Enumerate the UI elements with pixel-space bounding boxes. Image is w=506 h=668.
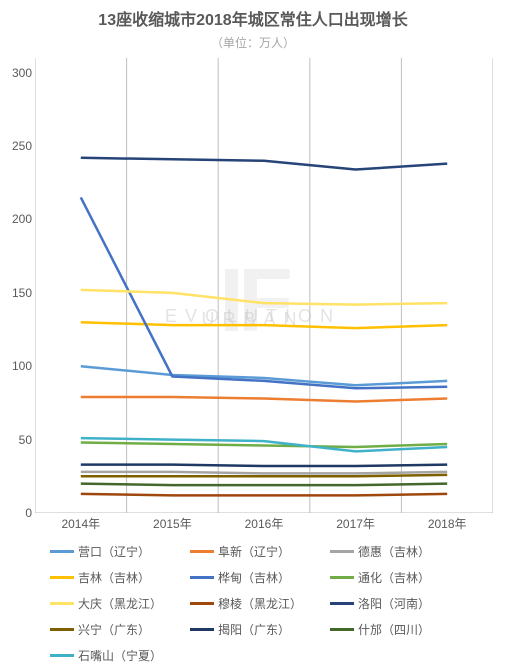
chart-subtitle: （单位：万人） — [0, 34, 506, 51]
legend-item: 桦甸（吉林） — [190, 564, 330, 590]
legend-swatch — [190, 628, 214, 631]
legend-label: 营口（辽宁） — [78, 543, 150, 560]
legend-swatch — [330, 576, 354, 579]
y-tick-label: 50 — [0, 433, 32, 447]
x-tick-label: 2014年 — [35, 515, 127, 532]
legend-swatch — [330, 628, 354, 631]
legend-label: 桦甸（吉林） — [218, 569, 290, 586]
series-line — [81, 494, 447, 495]
y-tick-label: 0 — [0, 506, 32, 520]
x-tick-label: 2018年 — [401, 515, 493, 532]
legend-item: 通化（吉林） — [330, 564, 470, 590]
x-tick-label: 2015年 — [127, 515, 219, 532]
legend-label: 揭阳（广东） — [218, 621, 290, 638]
legend-swatch — [50, 628, 74, 631]
legend-swatch — [50, 576, 74, 579]
legend-swatch — [50, 602, 74, 605]
legend: 营口（辽宁） 阜新（辽宁） 德惠（吉林） 吉林（吉林） 桦甸（吉林） 通化（吉林） 大庆（黑… — [50, 538, 470, 668]
chart-svg — [35, 58, 493, 513]
legend-item: 大庆（黑龙江） — [50, 590, 190, 616]
y-tick-label: 200 — [0, 212, 32, 226]
series-line — [81, 366, 447, 385]
series-line — [81, 397, 447, 401]
legend-label: 吉林（吉林） — [78, 569, 150, 586]
legend-label: 石嘴山（宁夏） — [78, 647, 162, 664]
plot-area — [35, 58, 493, 513]
legend-swatch — [190, 550, 214, 553]
legend-label: 阜新（辽宁） — [218, 543, 290, 560]
legend-swatch — [50, 654, 74, 657]
y-tick-label: 150 — [0, 286, 32, 300]
legend-item: 阜新（辽宁） — [190, 538, 330, 564]
chart-title: 13座收缩城市2018年城区常住人口出现增长 — [0, 6, 506, 30]
legend-label: 洛阳（河南） — [358, 595, 430, 612]
legend-swatch — [50, 550, 74, 553]
legend-item: 穆棱（黑龙江） — [190, 590, 330, 616]
series-line — [81, 322, 447, 328]
legend-swatch — [330, 602, 354, 605]
legend-label: 什邡（四川） — [358, 621, 430, 638]
legend-label: 兴宁（广东） — [78, 621, 150, 638]
legend-swatch — [190, 602, 214, 605]
series-line — [81, 158, 447, 170]
x-tick-label: 2017年 — [310, 515, 402, 532]
y-tick-label: 100 — [0, 359, 32, 373]
series-line — [81, 475, 447, 476]
legend-item: 营口（辽宁） — [50, 538, 190, 564]
legend-label: 穆棱（黑龙江） — [218, 595, 302, 612]
legend-item: 石嘴山（宁夏） — [50, 642, 190, 668]
legend-item: 什邡（四川） — [330, 616, 470, 642]
legend-item: 吉林（吉林） — [50, 564, 190, 590]
legend-swatch — [190, 576, 214, 579]
legend-item: 揭阳（广东） — [190, 616, 330, 642]
legend-item: 德惠（吉林） — [330, 538, 470, 564]
legend-label: 德惠（吉林） — [358, 543, 430, 560]
chart-container: 13座收缩城市2018年城区常住人口出现增长 （单位：万人） IF URBAN … — [0, 0, 506, 658]
series-line — [81, 443, 447, 447]
y-tick-label: 300 — [0, 66, 32, 80]
legend-item: 洛阳（河南） — [330, 590, 470, 616]
series-line — [81, 484, 447, 485]
legend-swatch — [330, 550, 354, 553]
legend-label: 大庆（黑龙江） — [78, 595, 162, 612]
legend-label: 通化（吉林） — [358, 569, 430, 586]
legend-item: 兴宁（广东） — [50, 616, 190, 642]
series-line — [81, 472, 447, 473]
y-tick-label: 250 — [0, 139, 32, 153]
x-tick-label: 2016年 — [218, 515, 310, 532]
series-line — [81, 465, 447, 466]
